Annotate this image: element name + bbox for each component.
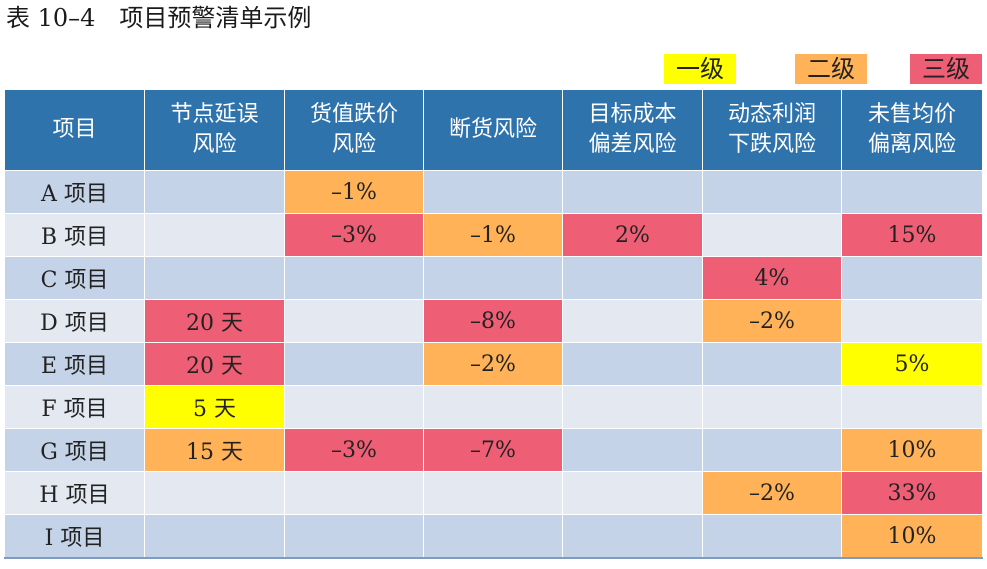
risk-value-cell bbox=[562, 514, 703, 559]
column-header-line: 动态利润 bbox=[727, 102, 816, 127]
risk-value-cell bbox=[841, 256, 983, 300]
column-header-line: 目标成本 bbox=[588, 102, 677, 127]
column-header: 项目 bbox=[4, 89, 145, 171]
risk-warning-table: 项目 节点延误 风险 货值跌价 风险 断货风险 目标成本 偏差风险 动态利润 下跌风险 未售均价 偏离… bbox=[4, 89, 983, 559]
table-row: H 项目 –2% 33% bbox=[4, 471, 983, 515]
table-row: D 项目 20 天 –8% –2% bbox=[4, 299, 983, 343]
column-header-line: 偏差风险 bbox=[588, 132, 677, 157]
table-row: E 项目 20 天 –2% 5% bbox=[4, 342, 983, 386]
risk-value-cell: –1% bbox=[423, 213, 563, 257]
table-row: C 项目 4% bbox=[4, 256, 983, 300]
risk-value-cell bbox=[562, 471, 703, 515]
risk-value-cell bbox=[841, 170, 983, 214]
risk-value-cell: 5% bbox=[841, 342, 983, 386]
risk-value-cell bbox=[423, 385, 563, 429]
risk-value-cell bbox=[702, 385, 842, 429]
legend-level-2: 二级 bbox=[795, 54, 867, 84]
risk-value-cell bbox=[562, 170, 703, 214]
table-row: I 项目 10% bbox=[4, 514, 983, 559]
risk-value-cell bbox=[841, 385, 983, 429]
table-caption: 表 10–4 项目预警清单示例 bbox=[6, 4, 312, 32]
risk-value-cell bbox=[562, 385, 703, 429]
project-name-cell: B 项目 bbox=[4, 213, 145, 257]
risk-value-cell: –3% bbox=[284, 428, 424, 472]
risk-value-cell: –1% bbox=[284, 170, 424, 214]
risk-value-cell bbox=[144, 514, 285, 559]
project-name-cell: A 项目 bbox=[4, 170, 145, 214]
project-name-cell: I 项目 bbox=[4, 514, 145, 559]
project-name-cell: G 项目 bbox=[4, 428, 145, 472]
column-header-line: 货值跌价 bbox=[309, 102, 398, 127]
risk-value-cell bbox=[702, 342, 842, 386]
table-row: A 项目 –1% bbox=[4, 170, 983, 214]
risk-value-cell bbox=[702, 213, 842, 257]
risk-value-cell bbox=[423, 471, 563, 515]
risk-value-cell: 15% bbox=[841, 213, 983, 257]
risk-value-cell: –2% bbox=[702, 471, 842, 515]
risk-value-cell bbox=[841, 299, 983, 343]
risk-value-cell bbox=[144, 256, 285, 300]
table-row: B 项目 –3% –1% 2% 15% bbox=[4, 213, 983, 257]
project-name-cell: E 项目 bbox=[4, 342, 145, 386]
table-header-row: 项目 节点延误 风险 货值跌价 风险 断货风险 目标成本 偏差风险 动态利润 下跌风险 未售均价 偏离… bbox=[4, 89, 983, 171]
risk-value-cell bbox=[284, 471, 424, 515]
risk-value-cell bbox=[562, 342, 703, 386]
risk-value-cell bbox=[702, 170, 842, 214]
risk-value-cell bbox=[284, 299, 424, 343]
risk-value-cell bbox=[284, 385, 424, 429]
legend-level-1: 一级 bbox=[664, 54, 736, 84]
risk-value-cell: 10% bbox=[841, 514, 983, 559]
risk-value-cell bbox=[423, 256, 563, 300]
risk-value-cell bbox=[702, 514, 842, 559]
legend-level-3: 三级 bbox=[910, 54, 982, 84]
risk-value-cell bbox=[144, 471, 285, 515]
risk-value-cell: –7% bbox=[423, 428, 563, 472]
risk-value-cell bbox=[423, 514, 563, 559]
risk-value-cell: –8% bbox=[423, 299, 563, 343]
column-header-line: 断货风险 bbox=[448, 117, 537, 142]
risk-value-cell: 20 天 bbox=[144, 299, 285, 343]
risk-value-cell: –2% bbox=[702, 299, 842, 343]
risk-value-cell bbox=[702, 428, 842, 472]
risk-value-cell bbox=[284, 256, 424, 300]
column-header: 节点延误 风险 bbox=[144, 89, 285, 171]
project-name-cell: C 项目 bbox=[4, 256, 145, 300]
risk-value-cell: 33% bbox=[841, 471, 983, 515]
project-name-cell: F 项目 bbox=[4, 385, 145, 429]
column-header: 未售均价 偏离风险 bbox=[841, 89, 983, 171]
table-row: G 项目 15 天 –3% –7% 10% bbox=[4, 428, 983, 472]
risk-value-cell: 5 天 bbox=[144, 385, 285, 429]
risk-value-cell: 2% bbox=[562, 213, 703, 257]
risk-value-cell: 10% bbox=[841, 428, 983, 472]
risk-value-cell bbox=[144, 213, 285, 257]
column-header-line: 下跌风险 bbox=[727, 132, 816, 157]
table-row: F 项目 5 天 bbox=[4, 385, 983, 429]
risk-value-cell bbox=[284, 342, 424, 386]
column-header-line: 偏离风险 bbox=[867, 132, 956, 157]
risk-value-cell: 20 天 bbox=[144, 342, 285, 386]
risk-value-cell bbox=[284, 514, 424, 559]
table-body: A 项目 –1% B 项目 –3% –1% 2% 15% C 项目 4% D 项目 20 天 –8% –… bbox=[4, 170, 983, 559]
risk-value-cell bbox=[144, 170, 285, 214]
risk-value-cell: 15 天 bbox=[144, 428, 285, 472]
risk-value-cell: 4% bbox=[702, 256, 842, 300]
risk-value-cell bbox=[562, 428, 703, 472]
risk-value-cell: –2% bbox=[423, 342, 563, 386]
risk-value-cell bbox=[423, 170, 563, 214]
column-header-line: 风险 bbox=[192, 132, 237, 157]
column-header: 断货风险 bbox=[423, 89, 563, 171]
column-header: 动态利润 下跌风险 bbox=[702, 89, 842, 171]
project-name-cell: D 项目 bbox=[4, 299, 145, 343]
column-header-line: 节点延误 bbox=[170, 102, 259, 127]
risk-value-cell: –3% bbox=[284, 213, 424, 257]
risk-value-cell bbox=[562, 299, 703, 343]
column-header-line: 项目 bbox=[52, 117, 97, 142]
project-name-cell: H 项目 bbox=[4, 471, 145, 515]
column-header-line: 未售均价 bbox=[867, 102, 956, 127]
risk-value-cell bbox=[562, 256, 703, 300]
column-header-line: 风险 bbox=[331, 132, 376, 157]
column-header: 货值跌价 风险 bbox=[284, 89, 424, 171]
column-header: 目标成本 偏差风险 bbox=[562, 89, 703, 171]
